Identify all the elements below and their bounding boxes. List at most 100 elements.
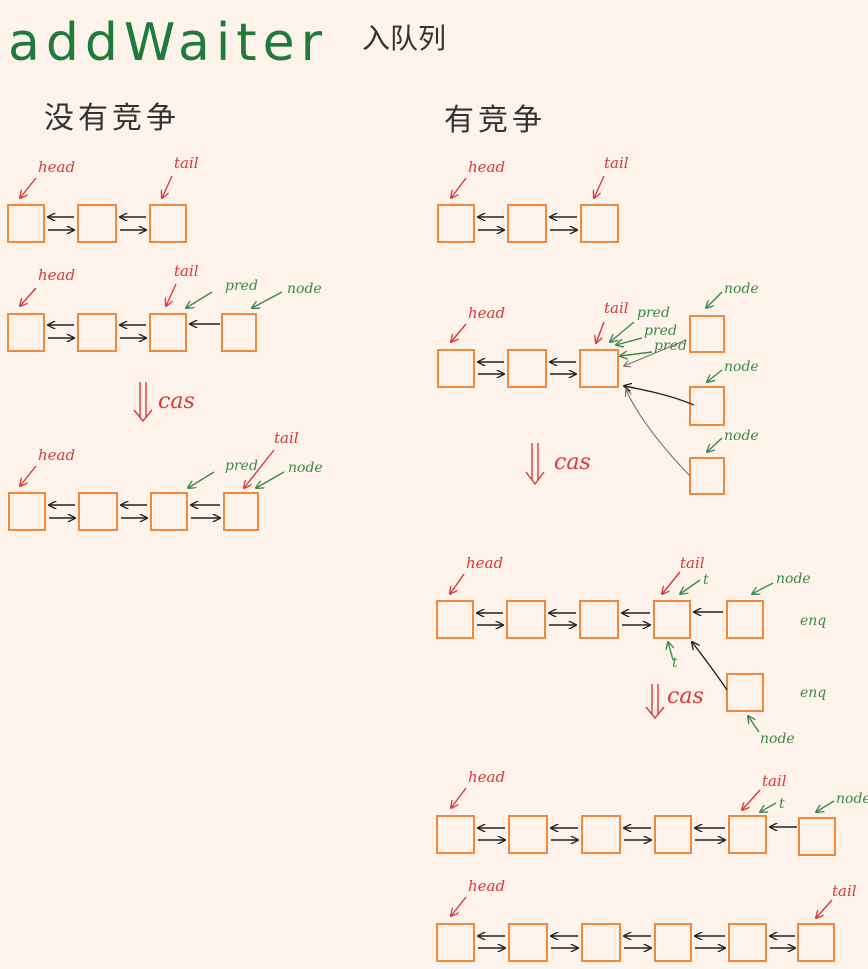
tail-pointer-arrow xyxy=(162,175,173,198)
head-pointer-arrow xyxy=(20,465,37,486)
queue-node-box xyxy=(8,492,46,531)
head-pointer-arrow xyxy=(20,287,37,306)
queue-node-box xyxy=(508,815,548,854)
pred-pointer-arrow xyxy=(188,471,215,488)
pred-pointer-arrow xyxy=(610,321,635,342)
queue-node-box xyxy=(728,923,767,962)
queue-node-box xyxy=(7,313,45,352)
new-node-box xyxy=(689,386,725,426)
head-pointer-arrow xyxy=(451,896,467,916)
pred-label: pred xyxy=(637,305,670,321)
t-label: t xyxy=(672,655,678,671)
queue-node-box xyxy=(654,815,692,854)
cas-down-arrow-head xyxy=(525,471,545,486)
head-pointer-arrow xyxy=(451,787,467,808)
head-label: head xyxy=(468,304,505,322)
queue-node-box xyxy=(437,349,475,388)
head-label: head xyxy=(38,446,75,464)
head-label: head xyxy=(468,158,505,176)
tail-label: tail xyxy=(174,262,199,280)
tail-label: tail xyxy=(174,154,199,172)
queue-node-box xyxy=(77,313,117,352)
section-title-contention: 有竞争 xyxy=(444,103,546,138)
pred-pointer-arrow xyxy=(616,337,643,345)
head-pointer-arrow xyxy=(450,573,465,594)
t-pointer-arrow xyxy=(668,642,673,661)
queue-node-box xyxy=(507,204,547,243)
node-label: node xyxy=(724,359,759,375)
node-pointer-arrow xyxy=(256,471,285,488)
tail-pointer-arrow xyxy=(662,571,681,594)
node-label: node xyxy=(776,571,811,587)
queue-node-box xyxy=(654,923,692,962)
tail-label: tail xyxy=(604,154,629,172)
enq-label: enq xyxy=(800,685,826,701)
head-pointer-arrow xyxy=(451,323,467,342)
tail-label: tail xyxy=(832,882,857,900)
node-pointer-arrow xyxy=(752,582,774,594)
queue-node-box xyxy=(508,923,548,962)
node-pointer-arrow xyxy=(707,369,723,382)
left-diagram-2: head tail pred node xyxy=(7,262,322,352)
tail-label: tail xyxy=(680,554,705,572)
left-cas-step: cas xyxy=(133,382,195,423)
head-pointer-arrow xyxy=(451,177,467,198)
section-title-no-contention: 没有竞争 xyxy=(44,101,180,136)
t-label: t xyxy=(779,796,785,812)
node-pointer-arrow xyxy=(706,291,723,308)
node-label: node xyxy=(760,731,795,747)
queue-node-box xyxy=(150,492,188,531)
new-node-box xyxy=(223,492,259,531)
new-node-box xyxy=(221,313,257,352)
tail-label: tail xyxy=(604,299,629,317)
right-diagram-5: head tail xyxy=(436,877,857,962)
head-label: head xyxy=(466,554,503,572)
pred-label: pred xyxy=(654,338,687,354)
new-node-box xyxy=(726,673,764,712)
t-pointer-arrow xyxy=(760,802,777,812)
node-pointer-arrow xyxy=(816,800,835,812)
right-cas-step-1: cas xyxy=(525,443,591,486)
queue-node-box xyxy=(436,923,475,962)
new-node-box xyxy=(798,817,836,856)
queue-node-box xyxy=(579,600,619,639)
cas-label: cas xyxy=(158,389,195,414)
queue-node-box xyxy=(77,204,117,243)
queue-node-box xyxy=(437,204,475,243)
queue-node-box xyxy=(581,815,621,854)
prev-link-arrow xyxy=(624,339,687,366)
tail-pointer-arrow xyxy=(596,321,605,343)
queue-node-box xyxy=(149,204,187,243)
prev-link-arrow xyxy=(624,386,695,406)
new-node-box xyxy=(689,457,725,495)
page-subtitle: 入队列 xyxy=(362,22,446,55)
node-label: node xyxy=(724,428,759,444)
head-pointer-arrow xyxy=(20,177,37,198)
enq-label: enq xyxy=(800,613,826,629)
queue-node-box xyxy=(728,815,767,854)
head-label: head xyxy=(468,768,505,786)
queue-node-box xyxy=(436,600,474,639)
t-label: t xyxy=(703,572,709,588)
node-pointer-arrow xyxy=(748,716,760,733)
right-cas-step-2: cas xyxy=(645,684,704,720)
head-label: head xyxy=(468,877,505,895)
page-title: addWaiter xyxy=(8,13,328,73)
queue-node-box xyxy=(78,492,118,531)
pred-pointer-arrow xyxy=(620,352,653,356)
tail-label: tail xyxy=(762,772,787,790)
left-diagram-3: head pred tail node xyxy=(8,429,323,531)
right-diagram-3: head tail t node enq enq t node xyxy=(436,554,826,747)
tail-pointer-arrow xyxy=(244,449,275,488)
queue-node-box xyxy=(653,600,691,639)
prev-link-arrow xyxy=(626,390,691,477)
new-node-box xyxy=(689,315,725,353)
tail-label: tail xyxy=(274,429,299,447)
queue-node-box xyxy=(579,349,619,388)
right-diagram-2: head tail pred pred pred node node node xyxy=(437,281,759,495)
head-label: head xyxy=(38,158,75,176)
cas-label: cas xyxy=(554,450,591,475)
queue-node-box xyxy=(580,204,619,243)
node-label: node xyxy=(288,460,323,476)
